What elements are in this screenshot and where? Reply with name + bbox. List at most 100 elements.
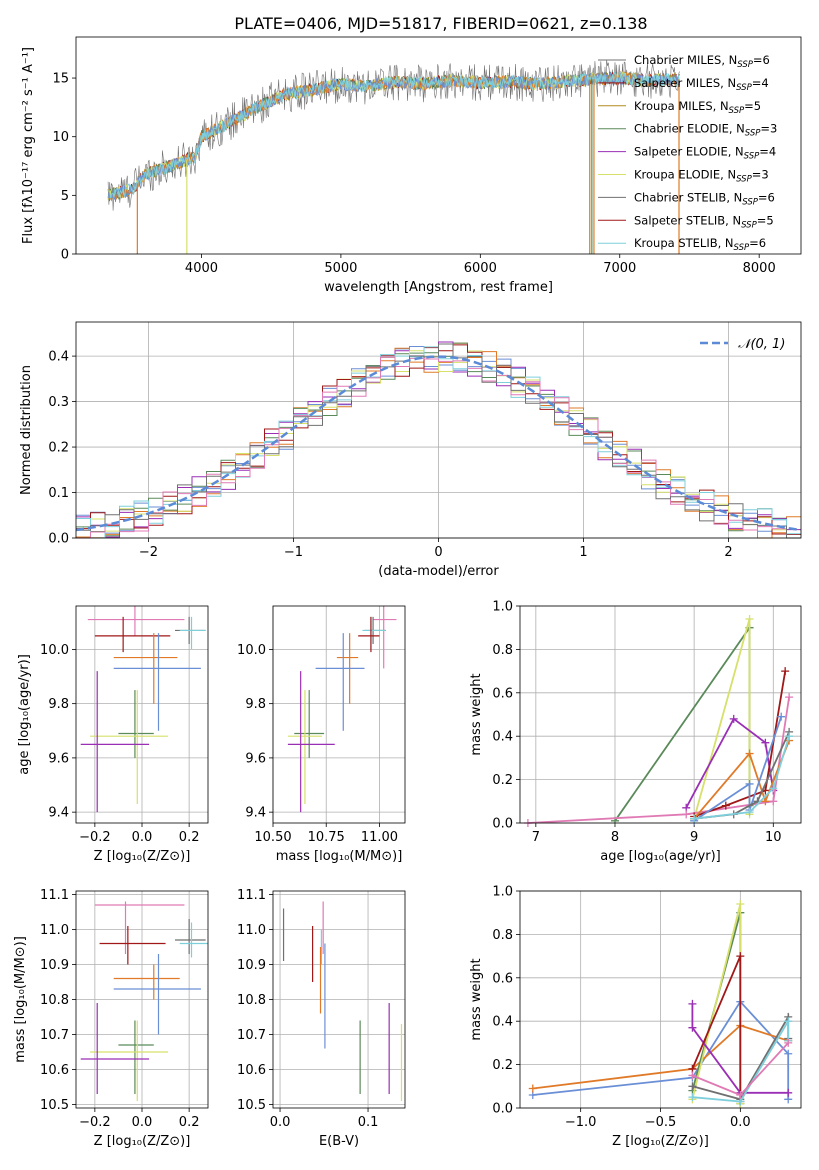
x-tick-label: 6000 <box>464 261 497 276</box>
weight-marker <box>688 1082 697 1091</box>
y-tick-label: 9.4 <box>48 806 69 821</box>
x-tick-label: 0.0 <box>270 1115 291 1130</box>
legend-entry: Salpeter STELIB, NSSP=5 <box>634 213 774 230</box>
weight-marker <box>688 999 697 1008</box>
weight-marker <box>784 1049 793 1058</box>
legend-tail: =3 <box>752 168 769 182</box>
plot-frame <box>75 605 209 824</box>
legend-sub: SSP <box>744 152 760 162</box>
age_vs_mass-axes: 10.50 10.75 11.00 9.4 9.6 9.8 10.0 mass [log₁₀(… <box>237 606 405 864</box>
figure-title: PLATE=0406, MJD=51817, FIBERID=0621, z=0… <box>234 14 647 33</box>
legend-text: Chabrier ELODIE, N <box>634 122 745 136</box>
y-tick-label: 0.0 <box>492 1102 513 1117</box>
weight-marker <box>688 1023 697 1032</box>
legend-text: Salpeter ELODIE, N <box>634 145 744 159</box>
y-tick-label: 10.7 <box>237 1028 266 1043</box>
legend-entry: Kroupa ELODIE, NSSP=3 <box>634 168 769 185</box>
x-axis-label: wavelength [Angstrom, rest frame] <box>324 280 553 295</box>
weight-marker <box>784 1088 793 1097</box>
y-axis-label: mass [log₁₀(M/M⊙)] <box>13 936 28 1063</box>
x-tick-label: 2 <box>724 545 732 560</box>
legend-entry: Kroupa MILES, NSSP=5 <box>634 99 761 116</box>
legend-tail: =4 <box>752 76 769 90</box>
x-tick-label: 0.0 <box>730 1115 751 1130</box>
legend-tail: =3 <box>760 122 777 136</box>
y-axis-label: Normed distribution <box>19 365 34 495</box>
y-tick-label: 0.8 <box>492 928 513 943</box>
legend-tail: =6 <box>749 236 766 250</box>
weight-marker <box>745 615 754 624</box>
weight-marker <box>769 784 778 793</box>
x-axis-label: mass [log₁₀(M/M⊙)] <box>276 849 403 864</box>
weight-marker <box>736 1090 745 1099</box>
legend-sub: SSP <box>745 129 761 139</box>
y-tick-label: 11.0 <box>237 923 266 938</box>
x-tick-label: 8 <box>611 830 619 845</box>
mass_vs_EBV-axes: 0.0 0.1 10.5 10.6 10.7 10.8 10.9 11.0 11.1 E(B-V) <box>237 888 405 1149</box>
x-tick-label: 0.2 <box>179 1115 200 1130</box>
y-tick-label: 10.0 <box>237 643 266 658</box>
y-tick-label: 0.0 <box>492 817 513 832</box>
plot-frame <box>75 321 802 539</box>
weight-marker <box>781 667 790 676</box>
legend-sub: SSP <box>742 197 758 207</box>
x-axis-label: E(B-V) <box>319 1134 359 1149</box>
y-tick-label: 0.2 <box>492 773 513 788</box>
y-tick-label: 10.9 <box>237 958 266 973</box>
histogram-step <box>76 356 801 539</box>
y-tick-label: 10.5 <box>40 1098 69 1113</box>
legend-text: Kroupa MILES, N <box>634 99 729 113</box>
y-tick-label: 9.6 <box>48 751 69 766</box>
weight-series-line <box>691 1003 789 1094</box>
x-tick-label: −0.2 <box>79 1115 111 1130</box>
y-tick-label: 10.8 <box>237 993 266 1008</box>
y-tick-label: 10.6 <box>40 1063 69 1078</box>
weight-marker <box>688 1093 697 1102</box>
x-axis-label: Z [log₁₀(Z/Z⊙)] <box>94 849 191 864</box>
legend-text: Kroupa STELIB, N <box>634 236 734 250</box>
y-tick-label: 11.1 <box>40 888 69 903</box>
weight-series-line <box>693 740 790 820</box>
x-tick-label: 4000 <box>185 261 218 276</box>
plot-frame <box>272 605 406 824</box>
legend-text: Chabrier STELIB, N <box>634 190 742 204</box>
legend-tail: =5 <box>757 213 774 227</box>
legend-entry: Kroupa STELIB, NSSP=6 <box>634 236 766 253</box>
x-tick-label: 0.1 <box>358 1115 379 1130</box>
weight-series-line <box>532 1024 789 1090</box>
legend-tail: =6 <box>758 190 775 204</box>
legend-entry: 𝒩(0, 1) <box>738 337 785 352</box>
weight-marker <box>745 808 754 817</box>
spectrum-lines <box>107 60 680 254</box>
plot-frame <box>75 36 802 255</box>
x-axis-label: Z [log₁₀(Z/Z⊙)] <box>612 1134 709 1149</box>
weight-marker <box>761 738 770 747</box>
weight-series-line <box>693 716 783 822</box>
x-tick-label: 10 <box>765 830 782 845</box>
x-tick-label: 0.2 <box>179 830 200 845</box>
weight-marker <box>784 1038 793 1047</box>
y-tick-label: 0.0 <box>48 532 69 547</box>
y-tick-label: 11.0 <box>40 923 69 938</box>
y-tick-label: 0.6 <box>492 686 513 701</box>
x-tick-label: 7 <box>532 830 540 845</box>
legend-sub: SSP <box>729 106 745 116</box>
legend-sub: SSP <box>737 60 753 70</box>
x-tick-label: 7000 <box>603 261 636 276</box>
legend-text: Chabrier MILES, N <box>634 53 737 67</box>
y-tick-label: 0.1 <box>48 486 69 501</box>
plot-frame <box>519 890 802 1109</box>
x-tick-label: 0.0 <box>132 1115 153 1130</box>
x-tick-label: −1.0 <box>565 1115 597 1130</box>
x-tick-label: 0 <box>434 545 442 560</box>
y-axis-label: mass weight <box>469 673 484 755</box>
gaussian-curve <box>75 355 802 532</box>
y-tick-label: 15 <box>52 72 69 87</box>
y-tick-label: 0.8 <box>492 643 513 658</box>
y-tick-label: 11.1 <box>237 888 266 903</box>
y-tick-label: 10 <box>52 130 69 145</box>
y-tick-label: 0.6 <box>492 971 513 986</box>
legend-sub: SSP <box>736 175 752 185</box>
x-tick-label: 9 <box>690 830 698 845</box>
